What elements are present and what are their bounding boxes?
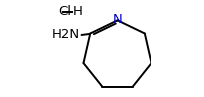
Text: N: N <box>112 13 122 26</box>
Text: H: H <box>72 5 82 18</box>
Text: Cl: Cl <box>58 5 71 18</box>
Text: H2N: H2N <box>51 29 79 42</box>
